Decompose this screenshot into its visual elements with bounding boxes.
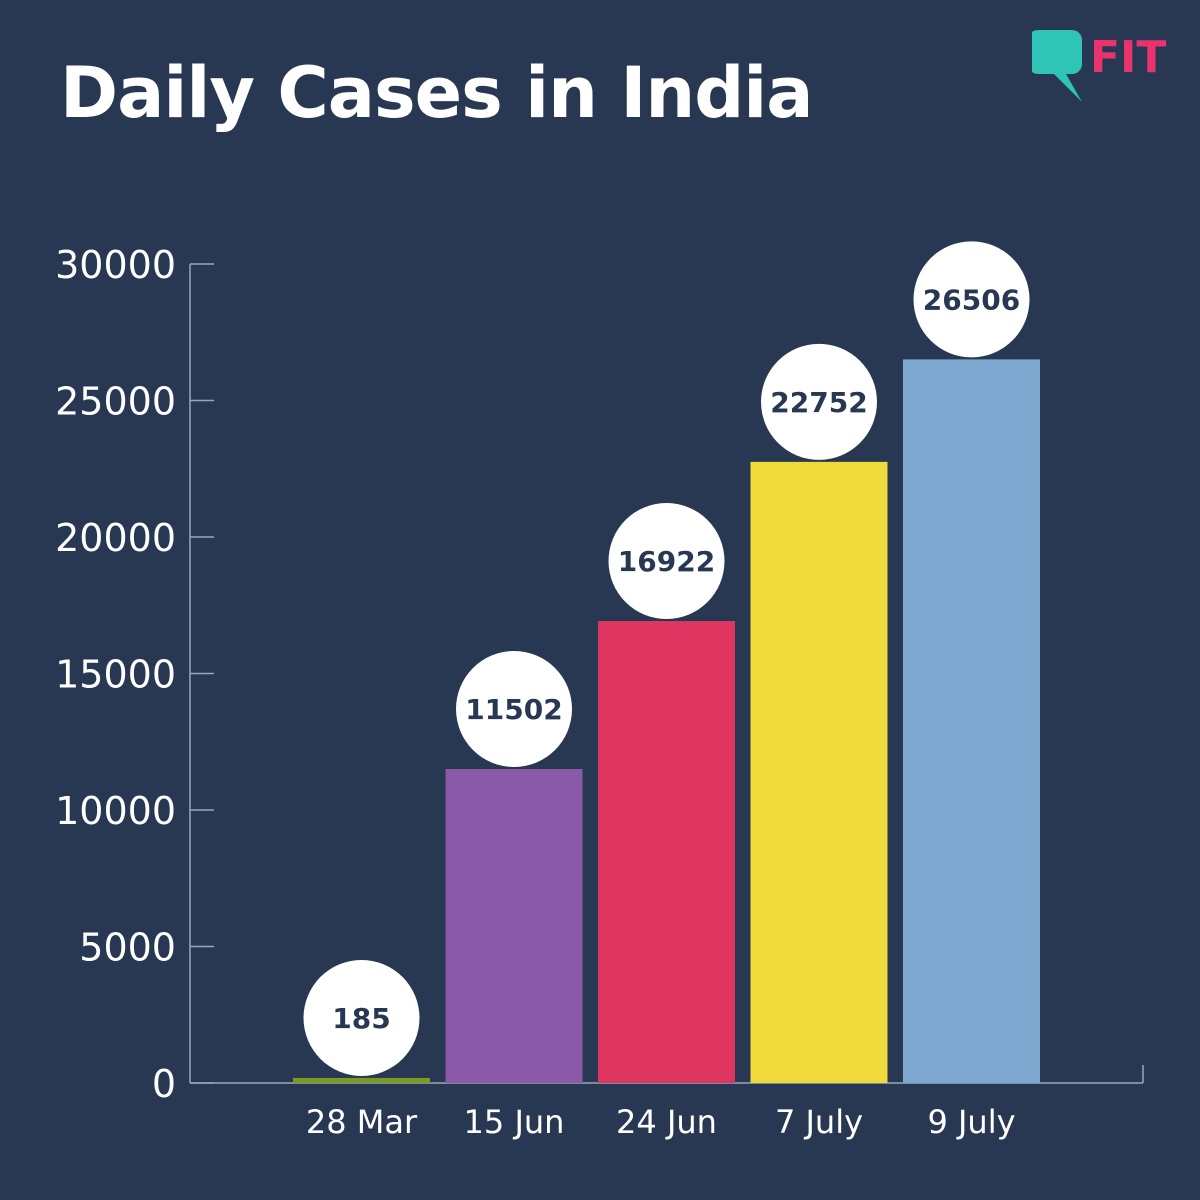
data-label: 185 bbox=[332, 1002, 390, 1035]
x-tick-label: 28 Mar bbox=[306, 1103, 418, 1141]
x-tick-label: 24 Jun bbox=[616, 1103, 717, 1141]
y-tick-label: 20000 bbox=[55, 516, 176, 560]
chart-title: Daily Cases in India bbox=[60, 52, 814, 134]
data-label-circle bbox=[761, 343, 877, 460]
bar bbox=[598, 621, 735, 1083]
data-label-circle bbox=[456, 650, 572, 767]
data-label: 11502 bbox=[465, 693, 562, 726]
bar bbox=[750, 461, 888, 1084]
data-label-circle bbox=[303, 959, 420, 1076]
speech-bubble-icon: FIT bbox=[1028, 30, 1166, 102]
logo-text: FIT bbox=[1090, 32, 1166, 83]
data-label: 22752 bbox=[770, 386, 867, 419]
y-tick-label: 0 bbox=[152, 1062, 176, 1106]
x-tick-label: 7 July bbox=[775, 1103, 863, 1141]
bar bbox=[293, 1077, 430, 1083]
data-label-circle bbox=[913, 241, 1030, 358]
fit-logo: FIT bbox=[1028, 26, 1172, 106]
data-label: 26506 bbox=[923, 283, 1020, 316]
bar bbox=[903, 359, 1040, 1083]
bar bbox=[445, 768, 583, 1083]
data-label-circle bbox=[608, 503, 725, 620]
x-tick-label: 15 Jun bbox=[464, 1103, 565, 1141]
y-tick-label: 30000 bbox=[55, 243, 176, 287]
y-tick-label: 25000 bbox=[55, 380, 176, 424]
y-tick-label: 10000 bbox=[55, 789, 176, 833]
y-tick-label: 5000 bbox=[79, 926, 176, 970]
data-label: 16922 bbox=[618, 545, 715, 578]
y-tick-label: 15000 bbox=[55, 653, 176, 697]
x-tick-label: 9 July bbox=[927, 1103, 1015, 1141]
